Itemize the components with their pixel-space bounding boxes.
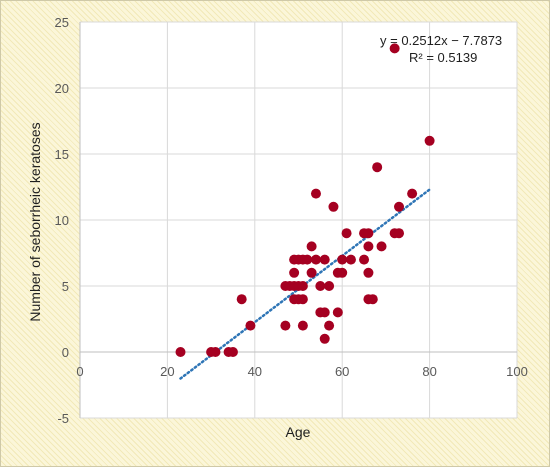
data-point	[328, 201, 339, 212]
x-axis-title: Age	[286, 424, 311, 440]
x-tick-label: 100	[506, 364, 528, 379]
data-point	[245, 320, 256, 331]
y-axis-title: Number of seborrheic keratoses	[27, 122, 43, 321]
data-point	[376, 241, 387, 252]
data-point	[389, 43, 400, 54]
data-point	[302, 254, 313, 265]
data-point	[319, 254, 330, 265]
data-point	[324, 320, 335, 331]
data-point	[345, 254, 356, 265]
data-point	[424, 135, 435, 146]
data-point	[306, 267, 317, 278]
x-tick-label: 0	[76, 364, 83, 379]
y-tick-label: 10	[55, 213, 69, 228]
data-point	[341, 228, 352, 239]
data-point	[363, 241, 374, 252]
data-point	[407, 188, 418, 199]
x-tick-label: 80	[422, 364, 436, 379]
data-point	[315, 281, 326, 291]
data-point	[210, 347, 221, 357]
trendline-r-squared: R² = 0.5139	[409, 50, 477, 65]
tick-labels: 0 20 40 60 80 100 -5 0 5 10 15 20 25	[55, 15, 528, 426]
y-tick-label: 0	[62, 345, 69, 360]
data-point	[367, 294, 378, 305]
data-point	[319, 333, 330, 344]
x-tick-label: 20	[160, 364, 174, 379]
data-point	[310, 254, 321, 265]
data-point	[319, 307, 330, 318]
data-point	[310, 188, 321, 199]
data-point	[175, 347, 186, 357]
y-tick-label: 25	[55, 15, 69, 30]
data-point	[236, 294, 247, 305]
data-point	[280, 320, 291, 331]
data-point	[359, 254, 370, 265]
data-point	[363, 267, 374, 278]
data-points	[175, 43, 435, 357]
data-point	[289, 267, 300, 278]
data-point	[337, 254, 348, 265]
x-tick-label: 40	[248, 364, 262, 379]
data-point	[227, 347, 238, 357]
x-tick-label: 60	[335, 364, 349, 379]
data-point	[394, 228, 405, 239]
data-point	[332, 307, 343, 318]
data-point	[394, 201, 405, 212]
data-point	[324, 281, 335, 291]
y-tick-label: -5	[57, 411, 69, 426]
data-point	[363, 228, 374, 239]
data-point	[372, 162, 383, 173]
data-point	[297, 320, 308, 331]
axes	[79, 22, 517, 418]
trendline-equation: y = 0.2512x − 7.7873	[380, 33, 502, 48]
data-point	[297, 281, 308, 291]
data-point	[337, 267, 348, 278]
y-tick-label: 20	[55, 81, 69, 96]
data-point	[306, 241, 317, 252]
y-tick-label: 5	[62, 279, 69, 294]
data-point	[297, 294, 308, 305]
y-tick-label: 15	[55, 147, 69, 162]
